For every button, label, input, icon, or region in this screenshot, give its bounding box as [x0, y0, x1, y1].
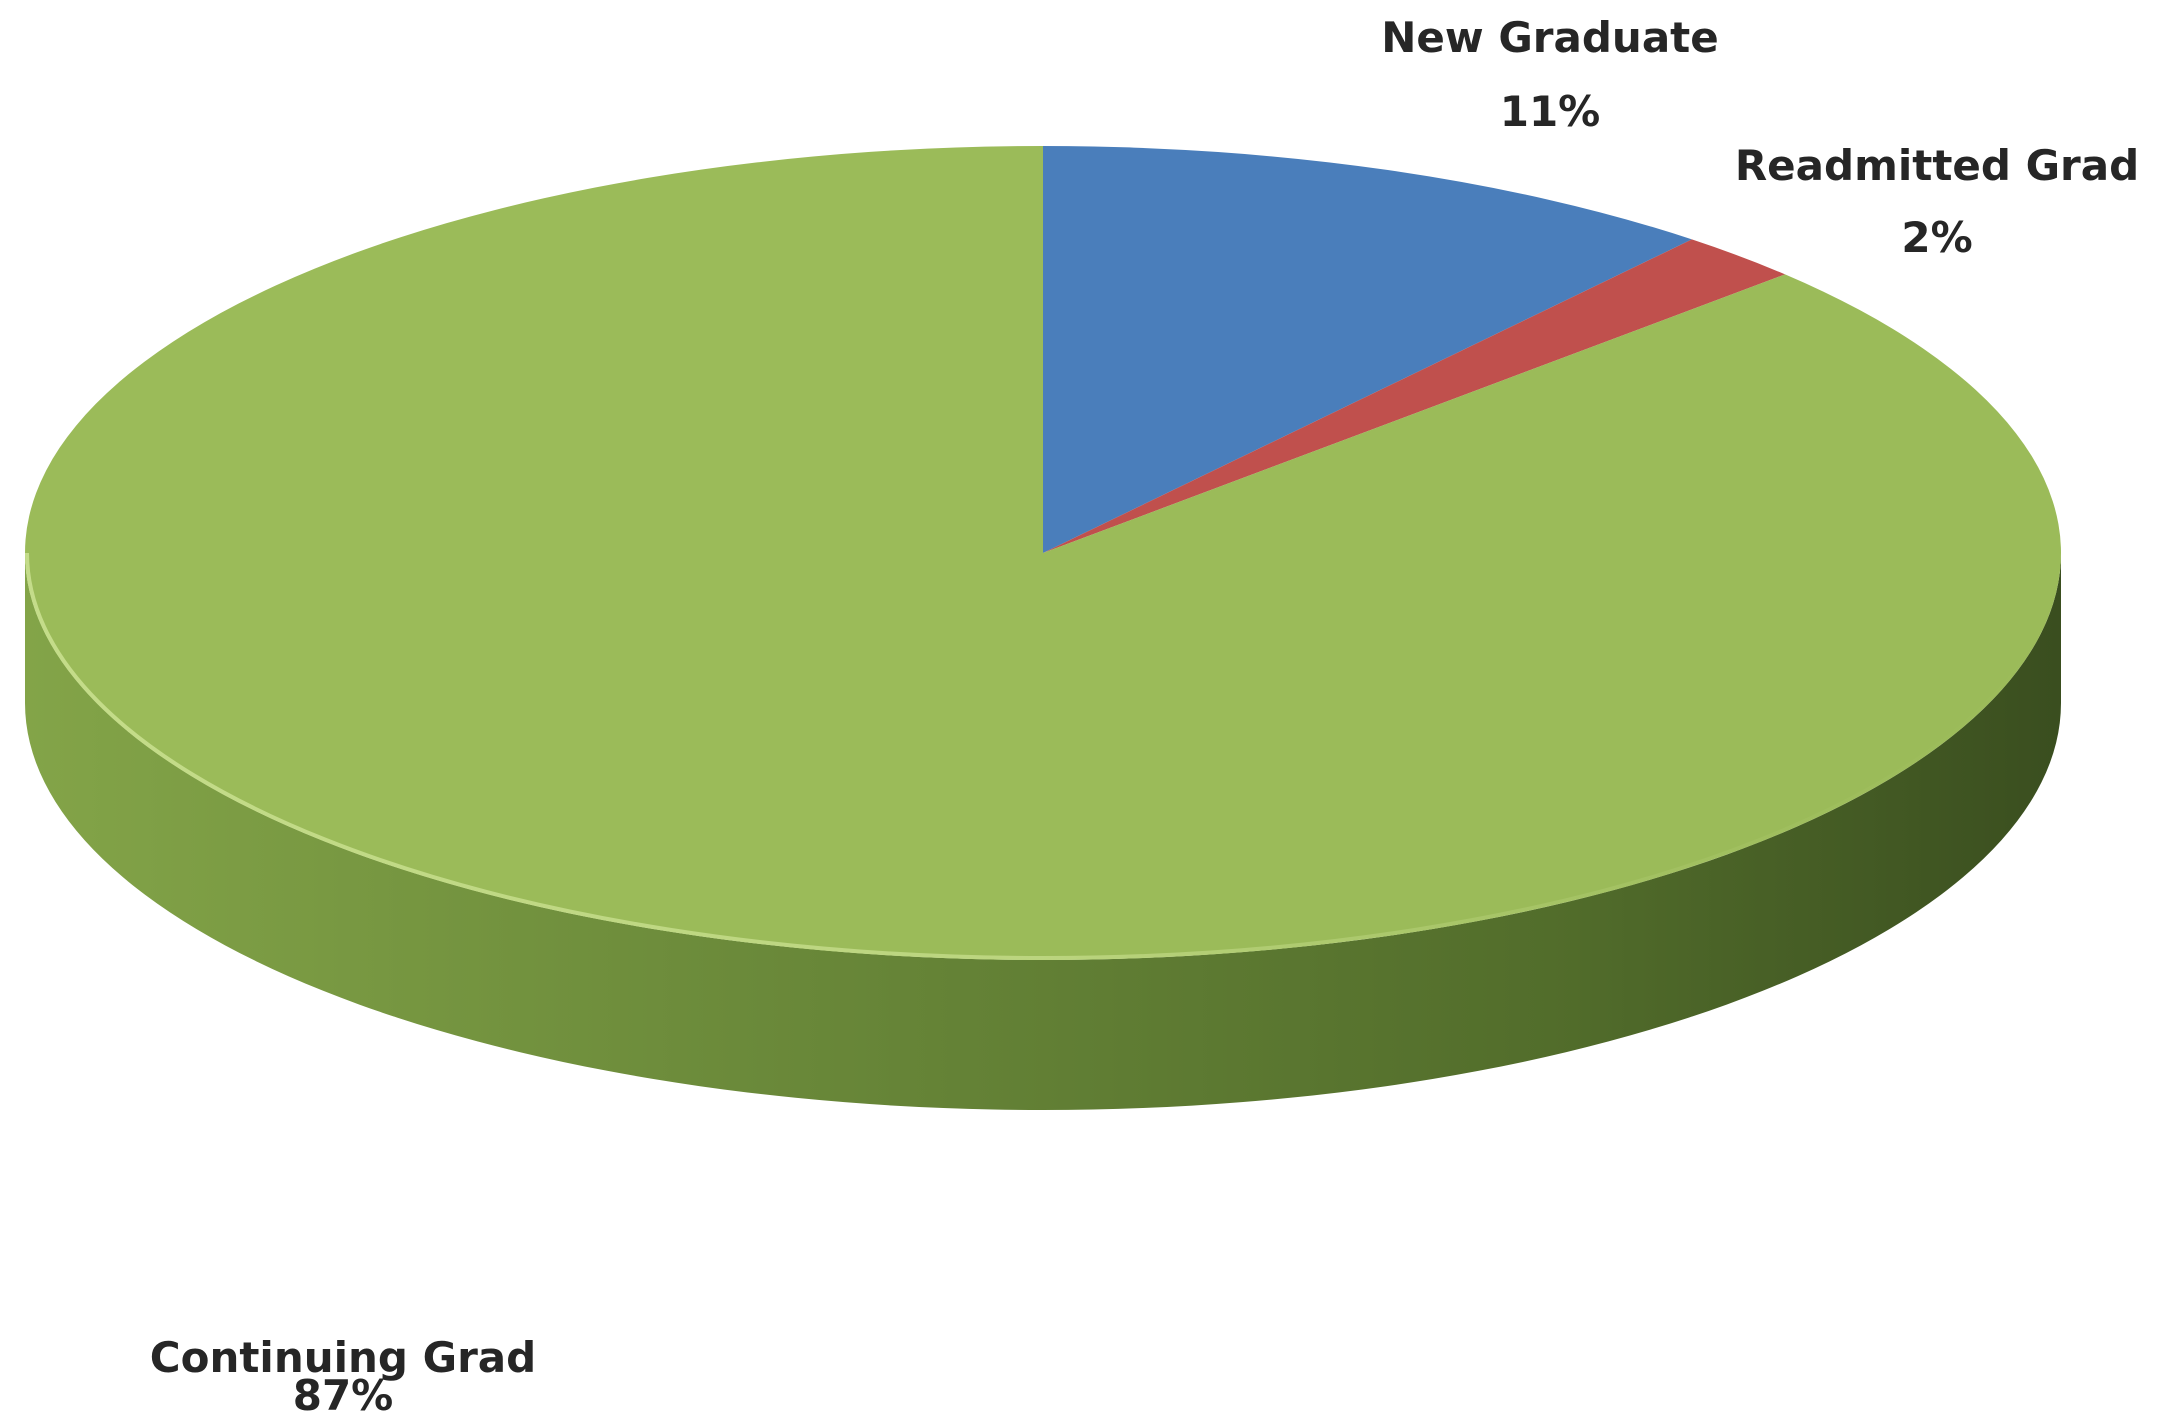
pie-slice-new-graduate [1043, 146, 1692, 553]
pie-slice-readmitted-grad [1043, 239, 1786, 553]
slice-value-continuing-grad: 87% [293, 1371, 394, 1420]
slice-label-continuing-grad: Continuing Grad [150, 1333, 536, 1382]
pie-slice-continuing-grad [25, 146, 2062, 960]
slice-label-readmitted-grad: Readmitted Grad [1735, 141, 2139, 190]
slice-label-new-graduate: New Graduate [1381, 13, 1718, 62]
slice-value-new-graduate: 11% [1500, 87, 1601, 136]
slice-value-readmitted-grad: 2% [1901, 213, 1972, 262]
pie-rim-highlight [25, 552, 2061, 960]
pie-slices [25, 146, 2062, 960]
pie-side-wall [25, 553, 2061, 1110]
